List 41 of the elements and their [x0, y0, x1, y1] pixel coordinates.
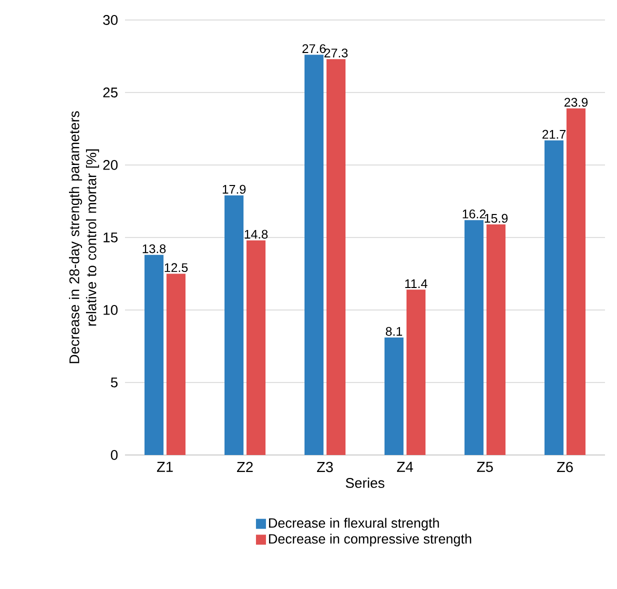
x-tick-label: Z6	[557, 462, 573, 472]
x-tick-label: Z3	[317, 462, 333, 472]
y-tick-label: 5	[110, 378, 118, 388]
bar	[486, 224, 506, 455]
y-tick-label: 10	[104, 305, 118, 315]
y-tick-label: 15	[104, 232, 118, 242]
x-axis-title: Series	[346, 478, 384, 488]
data-label: 21.7	[542, 130, 566, 139]
data-label: 27.3	[324, 48, 348, 58]
data-label: 17.9	[222, 184, 246, 194]
x-tick-label: Z1	[157, 462, 173, 472]
data-label: 14.8	[244, 230, 268, 239]
data-label: 23.9	[564, 98, 588, 107]
y-tick-label: 25	[103, 88, 118, 98]
data-label: 11.4	[405, 279, 428, 288]
y-tick-label: 30	[103, 15, 118, 25]
x-tick-label: Z5	[477, 462, 493, 472]
bar	[544, 140, 564, 455]
x-tick-label: Z2	[237, 462, 253, 472]
data-label: 13.8	[142, 244, 166, 254]
data-label: 27.6	[302, 44, 326, 54]
bar	[224, 195, 244, 455]
legend-label: Decrease in compressive strength	[269, 534, 472, 546]
bar	[464, 220, 484, 455]
y-tick-label: 0	[110, 450, 118, 460]
bar	[246, 240, 266, 455]
data-label: 8.1	[386, 326, 402, 336]
bar	[144, 254, 164, 455]
legend-label: Decrease in flexural strength	[269, 518, 439, 530]
data-label: 12.5	[164, 263, 188, 272]
bar	[304, 54, 324, 455]
bar	[566, 108, 586, 455]
bar	[384, 338, 404, 455]
data-label: 16.2	[462, 210, 486, 218]
data-label: 15.9	[484, 214, 508, 223]
bar	[326, 59, 346, 455]
x-tick-label: Z4	[397, 462, 414, 472]
y-axis-title: Decrease in 28-day strength parameters relative to control mortar [%]	[68, 111, 100, 364]
bar	[166, 274, 186, 455]
bar	[406, 290, 426, 455]
y-tick-label: 20	[103, 160, 118, 170]
